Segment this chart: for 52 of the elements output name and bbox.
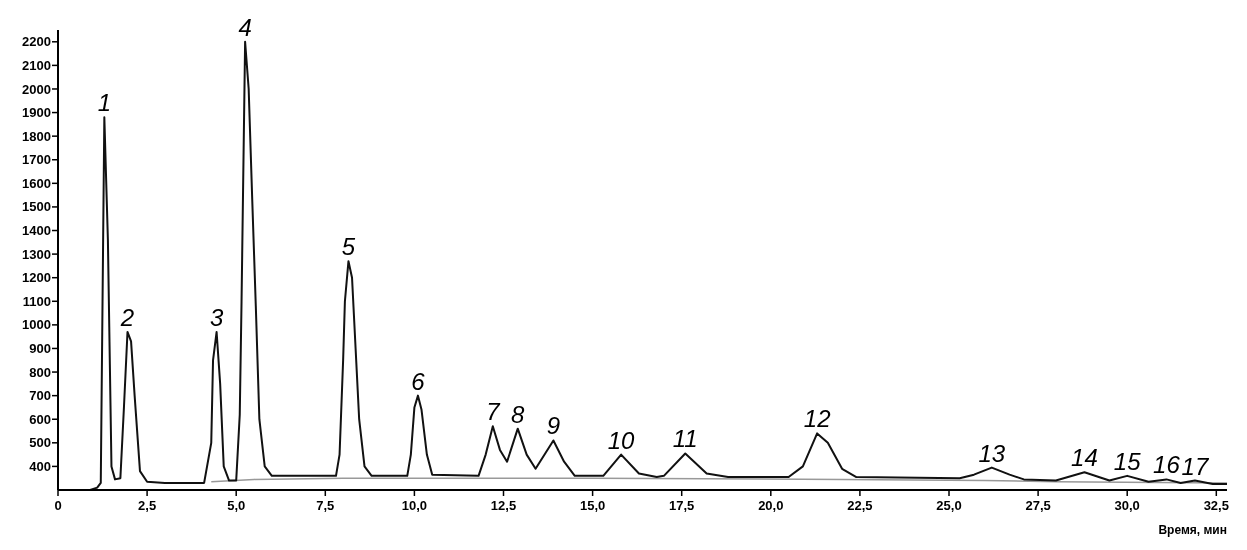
y-tick-label: 1800 [22,128,51,144]
y-tick-label: 1400 [22,223,51,239]
y-tick-label: 900 [29,341,51,357]
annotation: 3 [209,303,224,331]
y-tick-label: 1200 [22,270,51,286]
annotation: 8 [511,400,526,428]
x-tick-label: 20,0 [758,498,784,513]
y-tick-label: 2000 [22,81,51,97]
annotation: 1 [97,89,112,117]
x-tick-label: 5,0 [227,498,246,513]
annotation: 16 [1153,451,1181,479]
annotation: 12 [803,405,831,433]
x-tick-label: 25,0 [936,498,962,513]
y-tick-label: 1100 [22,293,51,309]
y-tick-label: 500 [29,435,51,451]
annotation: 13 [978,439,1006,467]
annotation: 15 [1113,447,1142,475]
annotation: 2 [119,303,135,331]
y-tick-label: 400 [29,458,51,474]
annotation: 17 [1181,452,1210,480]
y-tick-label: 1500 [22,199,51,215]
annotation: 6 [411,367,426,395]
annotation: 4 [238,13,252,41]
y-tick-label: 1300 [22,246,51,262]
y-tick-label: 1600 [22,175,51,191]
x-tick-label: 22,5 [847,498,873,513]
y-tick-label: 700 [29,388,51,404]
x-tick-label: 32,5 [1203,498,1229,513]
x-axis-title: Время, мин [1158,523,1227,537]
x-tick-label: 15,0 [579,498,606,513]
y-tick-label: 1000 [22,317,51,333]
y-tick-label: 600 [29,411,51,427]
x-tick-label: 2,5 [138,498,157,513]
x-tick-label: 17,5 [669,498,695,513]
annotation: 14 [1071,444,1098,472]
x-tick-label: 7,5 [316,498,335,513]
y-tick-label: 2100 [22,57,51,73]
x-tick-label: 27,5 [1025,498,1051,513]
annotation: 5 [341,233,356,261]
annotation: 9 [546,412,561,440]
annotation: 11 [672,425,698,453]
y-tick-label: 2200 [22,34,51,50]
x-tick-label: 30,0 [1114,498,1140,513]
y-tick-label: 800 [29,364,51,380]
line-series [89,40,1228,491]
y-tick-label: 1700 [22,152,51,168]
annotation: 7 [486,398,502,426]
y-tick-label: 1900 [22,105,51,121]
x-tick-label: 12,5 [490,498,517,513]
annotation: 10 [607,426,636,454]
x-tick-label: 10,0 [401,498,428,513]
x-tick-label: 0 [54,498,62,513]
